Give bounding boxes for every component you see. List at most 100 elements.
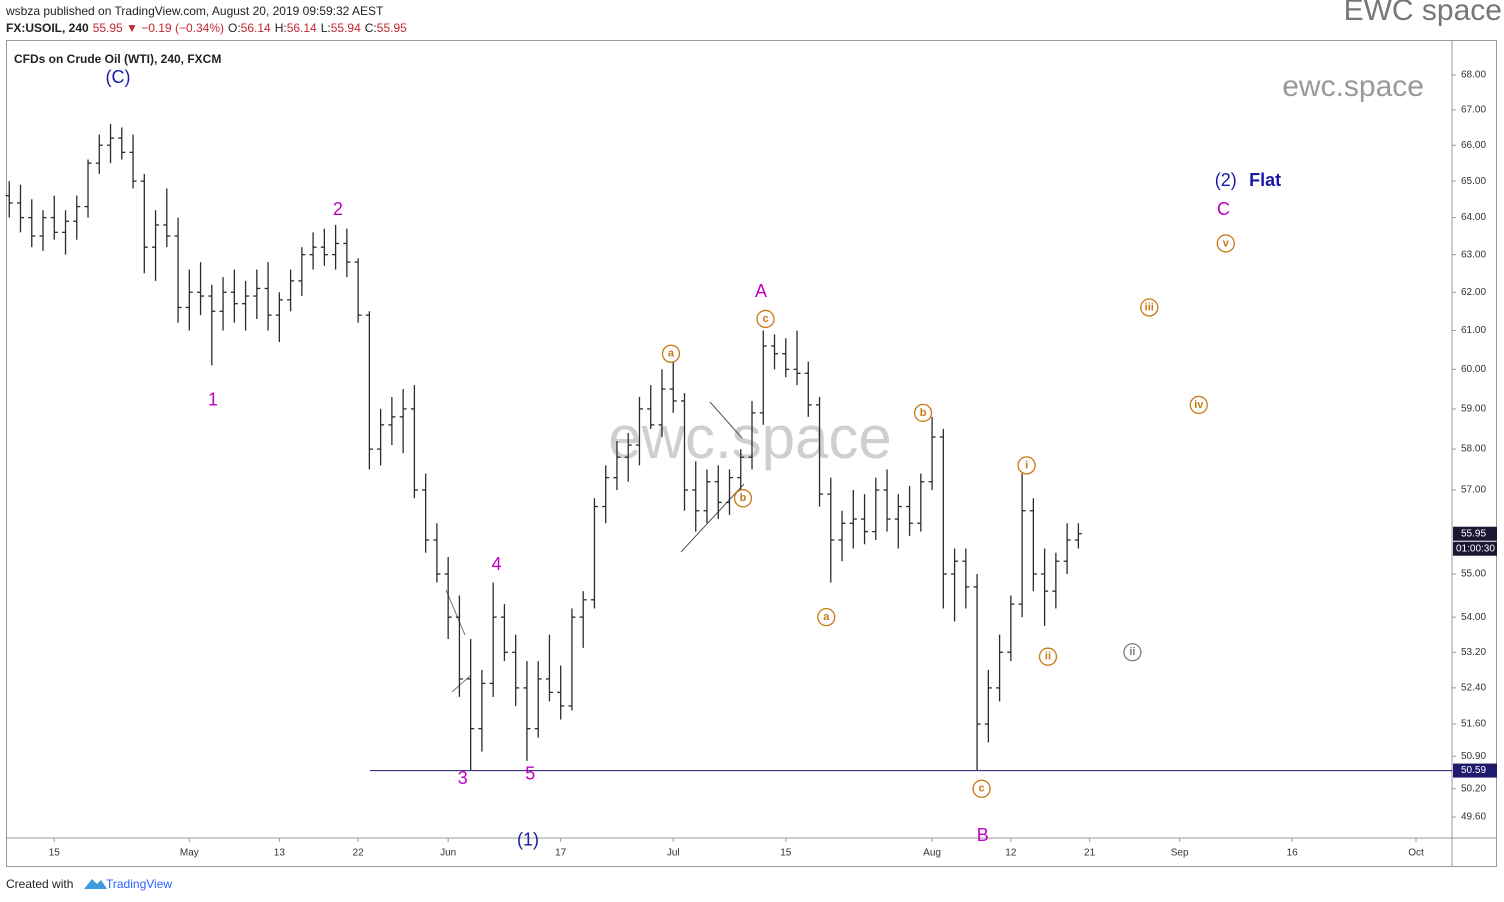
y-tick-label: 68.00 [1461,70,1486,81]
wave-circle [661,344,681,363]
ohlc-value: 55.94 [331,21,361,35]
x-tick-label: 16 [1287,848,1299,859]
wave-label: c [762,313,768,325]
wave-label: 2 [333,199,343,219]
wave-label: iv [1194,399,1204,411]
wave-label: (C) [105,67,130,87]
wave-label: ii [1045,651,1051,663]
y-tick-label: 61.00 [1461,325,1486,336]
wave-label: a [823,611,830,623]
y-tick-label: 57.00 [1461,485,1486,496]
wave-label: a [668,348,675,360]
ohlc-value: 56.14 [241,21,271,35]
wave-circle [972,779,991,798]
y-tick-label: 62.00 [1461,287,1486,298]
wave-label: B [977,825,989,845]
wave-circle [1189,395,1208,415]
drawing-line [451,675,471,693]
x-tick-label: Jun [440,848,456,859]
watermark-center: ewc.space [608,404,891,471]
y-tick-label: 60.00 [1461,364,1486,375]
wave-circle [1140,298,1159,317]
x-tick-label: 13 [274,848,286,859]
wave-label: c [979,783,985,795]
y-tick-label: 65.00 [1461,176,1486,187]
chart-title: CFDs on Crude Oil (WTI), 240, FXCM [14,52,221,66]
wave-circle [1038,647,1058,666]
tv-logo [84,879,107,889]
last-price-label: 55.95 [1461,528,1486,539]
wave-label: b [740,492,747,504]
ohlc-value: 56.14 [287,21,317,35]
y-tick-label: 51.60 [1461,719,1486,730]
ohlc-value: 55.95 [377,21,407,35]
wave-label: v [1223,237,1230,249]
price-change: 55.95 ▼ −0.19 (−0.34%) [93,21,224,35]
ohlc-label: O: [228,21,241,35]
wave-label: 5 [525,764,535,784]
brand: EWC space [1344,0,1502,27]
publisher-line: wsbza published on TradingView.com, Augu… [5,4,384,18]
y-tick-label: 54.00 [1461,612,1486,623]
support-price-label: 50.59 [1461,765,1486,776]
x-tick-label: 15 [49,848,61,859]
y-tick-label: 66.00 [1461,140,1486,151]
wave-label: C [1217,199,1230,219]
wave-label: ii [1129,646,1135,658]
wave-label: 1 [208,390,218,410]
y-tick-label: 52.40 [1461,683,1486,694]
x-tick-label: 15 [780,848,792,859]
wave-circle [913,403,933,423]
footer-brand[interactable]: TradingView [106,877,172,891]
wave-label: i [1025,459,1028,471]
y-tick-label: 59.00 [1461,404,1486,415]
x-tick-label: 21 [1084,848,1096,859]
wave-label: b [920,407,927,419]
x-tick-label: Jul [667,848,680,859]
wave-label: 3 [458,768,468,788]
wave-label: (1) [517,830,539,850]
symbol-line: FX:USOIL, 240 55.95 ▼ −0.19 (−0.34%) O:56.… [6,21,407,35]
last-price-box [1453,526,1497,541]
y-tick-label: 63.00 [1461,249,1486,260]
ohlc-label: C: [365,21,377,35]
wave-label: 4 [492,554,502,574]
x-tick-label: 12 [1005,848,1017,859]
support-price-box [1453,763,1497,778]
x-tick-label: 17 [555,848,567,859]
footer-text: Created with [6,877,73,891]
drawing-line [680,483,745,553]
y-tick-label: 50.20 [1461,783,1486,794]
wave-label: (2) [1215,170,1237,190]
chart-frame [6,40,1497,867]
y-tick-label: 55.00 [1461,569,1486,580]
x-tick-label: Sep [1171,848,1189,859]
x-tick-label: Aug [923,848,941,859]
wave-circle [1216,234,1235,253]
drawing-line [709,401,743,439]
wave-label: iii [1145,301,1154,313]
y-tick-label: 58.00 [1461,444,1486,455]
y-tick-label: 64.00 [1461,212,1486,223]
y-tick-label: 50.90 [1461,751,1486,762]
x-tick-label: Oct [1408,848,1424,859]
ohlc-label: L: [321,21,331,35]
countdown-box [1453,541,1497,556]
wave-circle [1123,643,1142,662]
symbol: FX:USOIL, 240 [6,21,89,35]
wave-circle [817,608,836,627]
wave-label: A [755,281,767,301]
x-tick-label: 22 [353,848,365,859]
x-tick-label: May [180,848,199,859]
watermark-corner: ewc.space [1282,70,1424,103]
countdown-label: 01:00:30 [1456,543,1495,554]
y-tick-label: 49.60 [1461,812,1486,823]
y-tick-label: 67.00 [1461,104,1486,115]
y-tick-label: 53.20 [1461,647,1486,658]
wave-label: Flat [1249,170,1281,190]
wave-circle [733,489,753,508]
wave-circle [1017,456,1036,475]
ohlc-label: H: [275,21,287,35]
wave-circle [756,309,775,329]
